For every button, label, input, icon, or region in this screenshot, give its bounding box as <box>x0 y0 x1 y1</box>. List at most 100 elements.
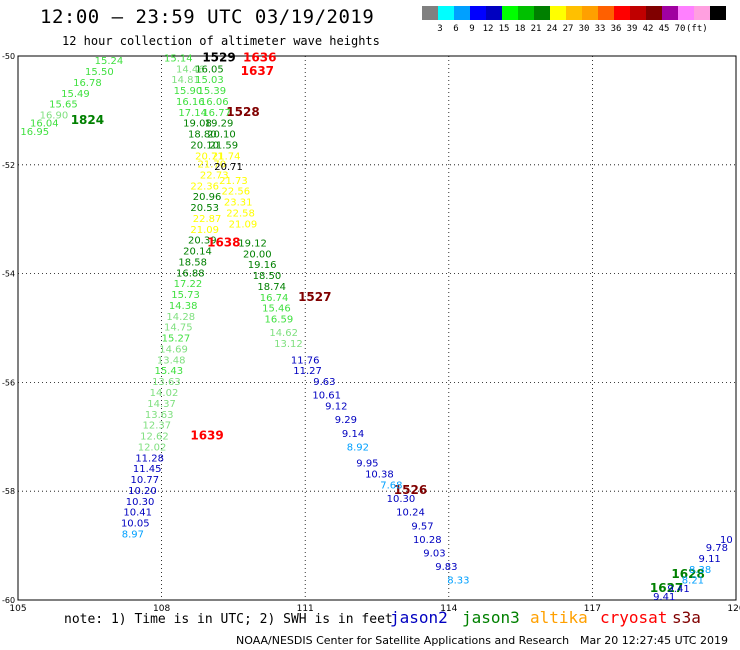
wave-height-value: 9.03 <box>423 548 445 559</box>
legend-swatch <box>454 6 470 20</box>
wave-height-value: 14.75 <box>164 323 193 334</box>
y-tick-label: -60 <box>2 596 15 605</box>
wave-height-value: 12.37 <box>142 421 171 432</box>
wave-height-value: 15.50 <box>85 67 114 78</box>
wave-height-value: 8.97 <box>122 529 144 540</box>
wave-height-value: 9.12 <box>325 402 347 413</box>
wave-height-value: 10.24 <box>396 508 425 519</box>
legend-label: 3 <box>437 24 443 34</box>
wave-height-value: 16.90 <box>40 111 69 122</box>
legend-swatch <box>630 6 646 20</box>
wave-height-value: 10.38 <box>365 470 394 481</box>
satellite-name: jason2 <box>390 608 448 627</box>
wave-height-value: 16.88 <box>176 268 205 279</box>
wave-height-value: 21.70 <box>198 160 227 171</box>
satellite-name: s3a <box>672 608 701 627</box>
pass-time-label: 1638 <box>207 235 240 249</box>
legend-label: 39 <box>626 24 638 34</box>
wave-height-value: 13.63 <box>145 410 174 421</box>
wave-height-value: 16.95 <box>20 127 49 138</box>
wave-height-value: 10.30 <box>126 497 155 508</box>
legend-label: 18 <box>514 24 526 34</box>
wave-height-value: 10.61 <box>312 391 341 402</box>
page-subtitle: 12 hour collection of altimeter wave hei… <box>62 34 380 48</box>
wave-height-value: 10.05 <box>121 519 150 530</box>
wave-height-value: 16.04 <box>30 119 59 130</box>
pass-time-label: 1628 <box>671 567 704 581</box>
wave-height-value: 9.29 <box>335 415 357 426</box>
wave-height-value: 10.41 <box>123 508 152 519</box>
pass-time-label: 1627 <box>650 581 683 595</box>
legend-label: 9 <box>469 24 475 34</box>
wave-height-value: 14.28 <box>166 312 195 323</box>
wave-height-value: 11.28 <box>135 453 164 464</box>
y-tick-label: -52 <box>2 161 15 170</box>
legend-swatch <box>678 6 694 20</box>
wave-height-value: 15.73 <box>171 290 200 301</box>
y-tick-label: -56 <box>2 378 15 387</box>
legend-swatch <box>438 6 454 20</box>
wave-height-value: 14.38 <box>169 301 198 312</box>
satellite-name: cryosat <box>600 608 668 627</box>
wave-height-value: 17.14 <box>178 108 207 119</box>
legend-swatch <box>470 6 486 20</box>
legend-swatch <box>422 6 438 20</box>
pass-time-label: 1528 <box>226 105 259 119</box>
wave-height-value: 20.39 <box>188 236 217 247</box>
wave-height-value: 10.20 <box>128 486 157 497</box>
wave-height-value: 14.69 <box>159 344 188 355</box>
legend-label: 21 <box>530 24 542 34</box>
wave-height-value: 21.59 <box>210 140 239 151</box>
wave-height-value: 10.30 <box>387 494 416 505</box>
wave-height-value: 16.77 <box>202 108 231 119</box>
page-title: 12:00 – 23:59 UTC 03/19/2019 <box>40 6 375 28</box>
wave-height-value: 15.46 <box>262 304 291 315</box>
legend-label: (ft) <box>686 24 708 34</box>
pass-time-label: 1637 <box>241 64 274 78</box>
wave-height-value: 8.38 <box>689 565 711 576</box>
legend-label: 27 <box>562 24 574 34</box>
wave-height-value: 11.27 <box>293 366 322 377</box>
wave-height-value: 15.24 <box>95 56 124 67</box>
wave-height-value: 22.36 <box>190 181 219 192</box>
wave-height-value: 15.39 <box>198 86 227 97</box>
wave-height-value: 19.12 <box>238 238 267 249</box>
pass-time-label: 1526 <box>394 483 427 497</box>
wave-height-value: 15.14 <box>164 53 193 64</box>
wave-height-value: 15.49 <box>61 89 90 100</box>
wave-height-value: 15.90 <box>174 86 203 97</box>
legend-label: 15 <box>498 24 510 34</box>
legend-swatch <box>486 6 502 20</box>
wave-height-value: 14.37 <box>147 399 176 410</box>
legend-swatch <box>662 6 678 20</box>
wave-height-value: 21.09 <box>190 225 219 236</box>
wave-height-value: 22.87 <box>193 214 222 225</box>
wave-height-value: 12.02 <box>138 442 167 453</box>
pass-time-label: 1636 <box>243 50 276 64</box>
wave-height-value: 11.76 <box>291 355 320 366</box>
wave-height-value: 18.50 <box>253 271 282 282</box>
wave-height-value: 14.02 <box>150 388 179 399</box>
wave-height-value: 8.92 <box>347 442 369 453</box>
wave-height-value: 20.96 <box>193 192 222 203</box>
legend-swatch <box>550 6 566 20</box>
wave-height-value: 9.83 <box>435 562 457 573</box>
legend-label: 36 <box>610 24 622 34</box>
wave-height-value: 16.59 <box>265 315 294 326</box>
wave-height-value: 19.08 <box>183 119 212 130</box>
pass-time-label: 1527 <box>298 290 331 304</box>
wave-height-value: 9.63 <box>313 377 335 388</box>
legend-label: 33 <box>594 24 606 34</box>
agency-credit: NOAA/NESDIS Center for Satellite Applica… <box>236 634 570 647</box>
pass-time-label: 1529 <box>202 50 235 64</box>
y-tick-label: -54 <box>2 270 15 279</box>
wave-height-value: 16.74 <box>260 293 289 304</box>
wave-height-value: 15.27 <box>162 334 191 345</box>
wave-height-value: 17.22 <box>174 279 203 290</box>
wave-height-value: 16.06 <box>200 97 229 108</box>
legend-swatch <box>518 6 534 20</box>
footer-note: note: 1) Time is in UTC; 2) SWH is in fe… <box>64 612 393 627</box>
wave-height-value: 10.28 <box>413 535 442 546</box>
legend-swatch <box>614 6 630 20</box>
wave-height-value: 18.74 <box>257 282 286 293</box>
